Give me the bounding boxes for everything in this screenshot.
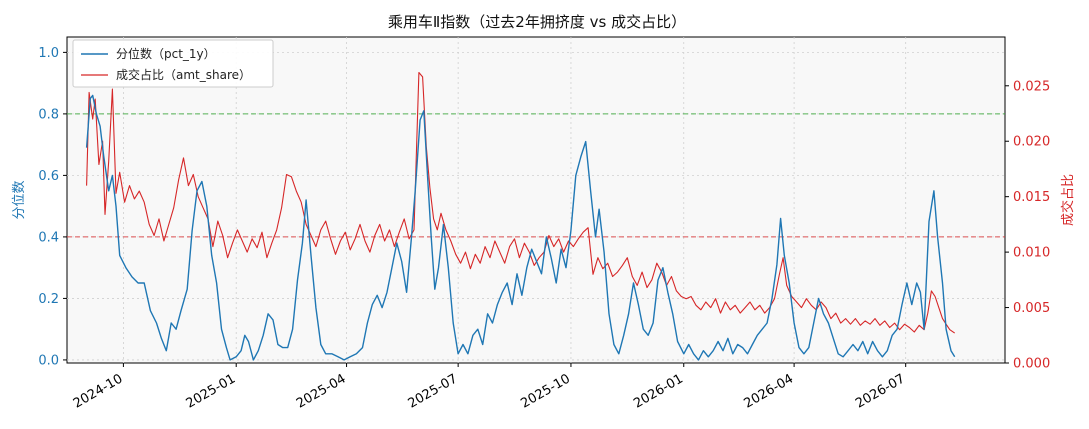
y-left-tick-label: 0.8 — [38, 107, 59, 122]
y-left-tick-label: 0.0 — [38, 353, 59, 368]
y-right-tick-label: 0.000 — [1013, 357, 1050, 372]
plot-background — [66, 36, 1006, 364]
y-left-tick-label: 0.4 — [38, 230, 59, 245]
series-lines — [85, 71, 956, 361]
y-left-tick-label: 0.6 — [38, 169, 59, 184]
grid — [67, 37, 1005, 363]
legend-box — [72, 39, 274, 88]
series-line-amt-share — [86, 71, 956, 334]
series-line-pct-1y — [85, 94, 956, 361]
x-tick-label: 2024-10 — [71, 371, 126, 411]
x-tick-label: 2025-10 — [518, 371, 573, 411]
y-right-tick-label: 0.025 — [1013, 79, 1050, 94]
y-right-tick-label: 0.005 — [1013, 301, 1050, 316]
legend-label-pct: 分位数（pct_1y） — [116, 46, 216, 61]
legend: 分位数（pct_1y） 成交占比（amt_share） — [72, 39, 274, 88]
y-right-tick-label: 0.010 — [1013, 246, 1050, 261]
x-tick-label: 2026-07 — [853, 371, 908, 411]
y-left-tick-label: 0.2 — [38, 292, 59, 307]
x-tick-label: 2025-07 — [406, 371, 461, 411]
y-right-tick-label: 0.020 — [1013, 135, 1050, 150]
legend-label-share: 成交占比（amt_share） — [116, 67, 251, 82]
y-axis-left-label: 分位数 — [12, 180, 27, 219]
chart-title: 乘用车Ⅱ指数（过去2年拥挤度 vs 成交占比） — [388, 13, 686, 31]
x-tick-label: 2026-04 — [742, 371, 797, 411]
x-tick-label: 2025-04 — [294, 371, 349, 411]
y-left-tick-label: 1.0 — [38, 46, 59, 61]
x-tick-label: 2026-01 — [631, 371, 686, 411]
y-axis-right-label: 成交占比 — [1060, 174, 1076, 226]
y-right-tick-label: 0.015 — [1013, 190, 1050, 205]
x-tick-label: 2025-01 — [184, 371, 239, 411]
